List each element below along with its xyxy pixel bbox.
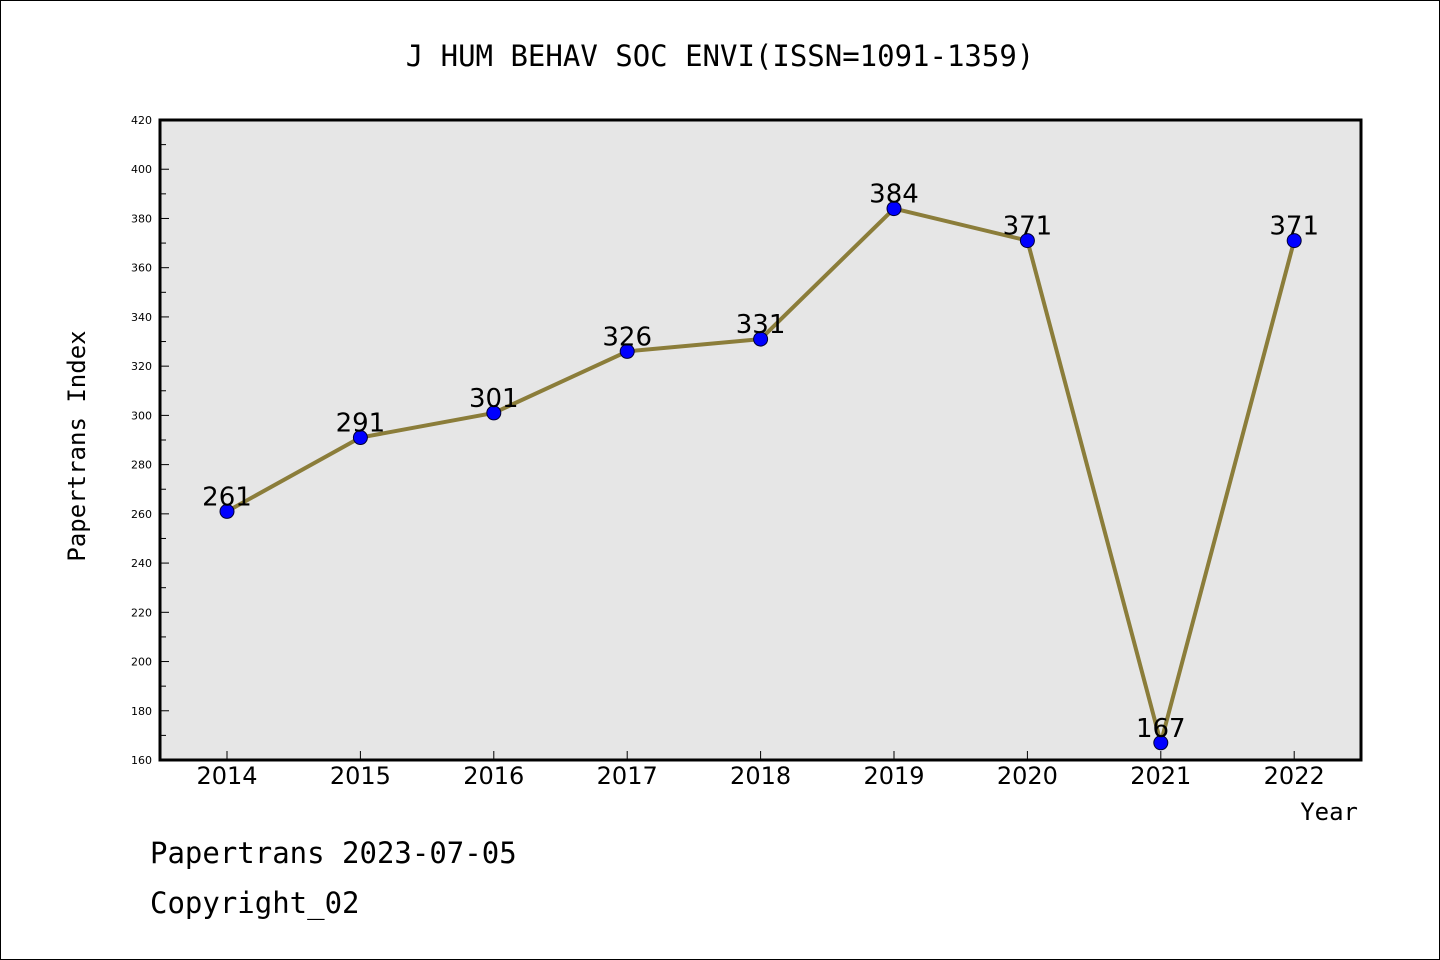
data-point	[219, 503, 235, 519]
y-tick-label: 200	[131, 656, 152, 669]
data-points	[219, 201, 1302, 751]
data-point	[352, 430, 368, 446]
y-tick-label: 220	[131, 606, 152, 619]
y-tick-label: 260	[131, 508, 152, 521]
data-label: 301	[469, 384, 519, 414]
data-point	[1153, 735, 1169, 751]
x-tick-label: 2016	[463, 762, 524, 790]
data-label: 384	[869, 180, 919, 210]
x-tick-label: 2015	[330, 762, 391, 790]
data-label: 331	[736, 310, 786, 340]
data-point	[1019, 233, 1035, 249]
footer-date: Papertrans 2023-07-05	[150, 836, 517, 870]
y-tick-label: 300	[131, 409, 152, 422]
y-tick-label: 360	[131, 262, 152, 275]
y-tick-label: 400	[131, 163, 152, 176]
data-point	[753, 331, 769, 347]
data-label: 326	[602, 322, 652, 352]
y-axis-label: Papertrans Index	[63, 330, 91, 561]
x-tick-label: 2020	[997, 762, 1058, 790]
data-point	[486, 405, 502, 421]
y-tick-label: 160	[131, 754, 152, 767]
x-axis-label: Year	[1300, 798, 1358, 826]
data-label: 167	[1136, 714, 1186, 744]
data-label: 371	[1269, 212, 1319, 242]
x-tick-label: 2017	[597, 762, 658, 790]
x-tick-label: 2018	[730, 762, 791, 790]
chart-title: J HUM BEHAV SOC ENVI(ISSN=1091-1359)	[406, 39, 1035, 73]
y-tick-label: 180	[131, 705, 152, 718]
data-labels: 261 291 301 326 331 384 371 167 371	[202, 180, 1319, 744]
x-tick-label: 2022	[1264, 762, 1325, 790]
y-tick-label: 380	[131, 212, 152, 225]
y-tick-label: 320	[131, 360, 152, 373]
x-tick-label: 2021	[1130, 762, 1191, 790]
y-tick-label: 340	[131, 311, 152, 324]
footer-copyright: Copyright_02	[150, 886, 360, 920]
x-tick-label: 2014	[196, 762, 257, 790]
data-label: 371	[1003, 212, 1053, 242]
data-label: 261	[202, 482, 252, 512]
data-point	[619, 343, 635, 359]
data-label: 291	[336, 409, 386, 439]
data-point	[1286, 233, 1302, 249]
x-axis: 2014 2015 2016 2017 2018 2019 2020 2021 2022	[196, 751, 1325, 790]
y-axis: 160 180 200 220 240 260 280 300 320 340 360 380 400 4…	[131, 114, 169, 767]
y-tick-label: 420	[131, 114, 152, 127]
y-tick-label: 240	[131, 557, 152, 570]
y-tick-label: 280	[131, 459, 152, 472]
data-point	[886, 201, 902, 217]
x-tick-label: 2019	[863, 762, 924, 790]
